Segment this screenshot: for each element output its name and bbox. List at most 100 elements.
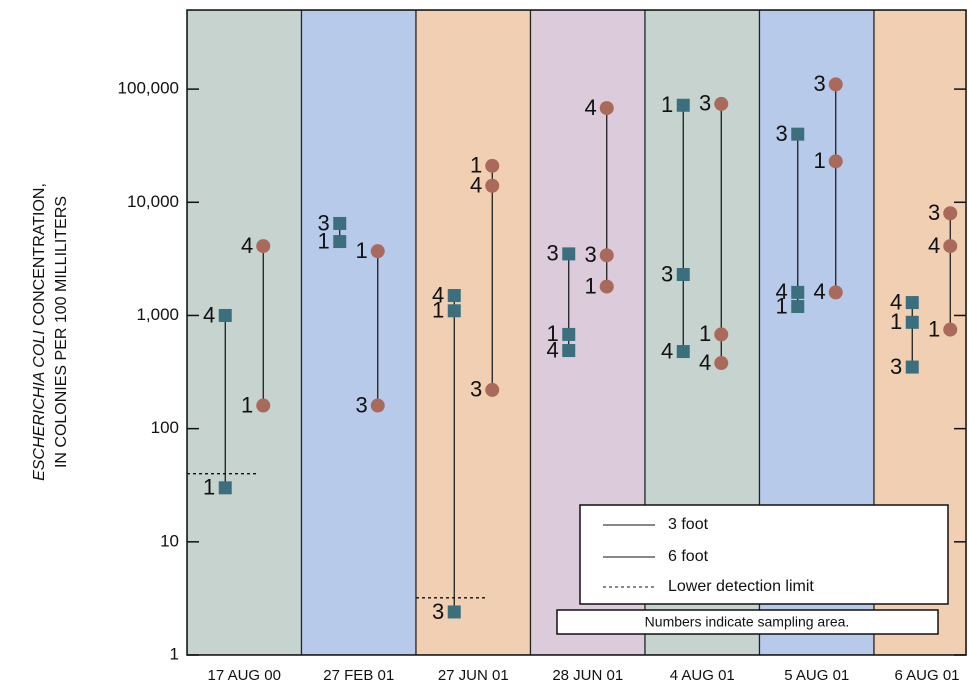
area-label: 4 — [890, 289, 902, 314]
area-label: 3 — [356, 392, 368, 417]
marker — [485, 382, 500, 397]
y-axis-label: ESCHERICHIA COLI CONCENTRATION, — [31, 183, 48, 481]
marker — [256, 239, 271, 254]
marker — [791, 300, 805, 314]
area-label: 4 — [814, 279, 826, 304]
marker — [905, 296, 919, 310]
legend-label: Lower detection limit — [668, 578, 814, 595]
area-label: 3 — [928, 200, 940, 225]
area-label: 3 — [318, 210, 330, 235]
marker — [676, 345, 690, 359]
area-label: 1 — [928, 316, 940, 341]
note: Numbers indicate sampling area. — [645, 614, 850, 630]
marker — [676, 268, 690, 282]
area-label: 1 — [241, 392, 253, 417]
marker — [599, 101, 614, 116]
area-label: 3 — [547, 241, 559, 266]
marker — [256, 398, 271, 413]
y-tick-label: 10,000 — [127, 192, 179, 211]
marker — [714, 356, 729, 371]
y-tick-label: 10 — [160, 531, 179, 550]
marker — [333, 235, 347, 249]
marker — [370, 244, 385, 259]
x-tick-label: 5 AUG 01 — [784, 667, 849, 684]
x-tick-label: 6 AUG 01 — [894, 667, 959, 684]
marker — [714, 327, 729, 342]
area-label: 4 — [203, 302, 215, 327]
area-label: 1 — [814, 148, 826, 173]
marker — [218, 481, 232, 495]
marker — [485, 178, 500, 193]
marker — [599, 279, 614, 294]
band — [300, 10, 417, 655]
area-label: 3 — [661, 261, 673, 286]
marker — [562, 327, 576, 341]
y-tick-label: 1,000 — [136, 305, 179, 324]
area-label: 1 — [890, 309, 902, 334]
marker — [828, 154, 843, 169]
note-box — [556, 609, 939, 635]
area-label: 4 — [699, 350, 711, 375]
marker — [714, 96, 729, 111]
marker — [943, 206, 958, 221]
area-label: 4 — [547, 337, 559, 362]
area-label: 1 — [661, 92, 673, 117]
x-tick-label: 28 JUN 01 — [552, 667, 623, 684]
area-label: 1 — [470, 153, 482, 178]
marker — [905, 360, 919, 374]
area-label: 3 — [814, 71, 826, 96]
marker — [791, 127, 805, 141]
y-label-italic: ESCHERICHIA COLI — [31, 330, 48, 481]
marker — [218, 308, 232, 322]
area-label: 1 — [318, 228, 330, 253]
area-label: 1 — [776, 293, 788, 318]
area-label: 3 — [776, 121, 788, 146]
marker — [370, 398, 385, 413]
area-label: 3 — [699, 91, 711, 116]
x-tick-label: 4 AUG 01 — [670, 667, 735, 684]
y-tick-label: 100,000 — [118, 79, 179, 98]
x-tick-label: 27 FEB 01 — [323, 667, 394, 684]
legend: 3 foot 6 foot Lower detection limit Numb… — [556, 504, 949, 635]
marker — [828, 77, 843, 92]
plot-frame — [186, 9, 967, 656]
area-label: 1 — [203, 475, 215, 500]
y-tick-label: 1 — [170, 644, 179, 663]
area-label: 1 — [432, 298, 444, 323]
marker — [791, 285, 805, 299]
marker — [447, 605, 461, 619]
marker — [447, 304, 461, 318]
area-label: 1 — [585, 273, 597, 298]
marker — [562, 247, 576, 261]
marker — [485, 158, 500, 173]
legend-label: 6 foot — [668, 548, 709, 565]
marker — [905, 315, 919, 329]
marker — [943, 239, 958, 254]
y-axis-label-2: IN COLONIES PER 100 MILLILITERS — [53, 196, 70, 468]
band — [187, 10, 303, 655]
marker — [599, 248, 614, 263]
area-label: 4 — [928, 233, 940, 258]
x-tick-label: 17 AUG 00 — [208, 667, 281, 684]
marker — [676, 98, 690, 112]
area-label: 4 — [661, 338, 673, 363]
marker — [562, 344, 576, 358]
x-tick-label: 27 JUN 01 — [438, 667, 509, 684]
area-label: 3 — [470, 377, 482, 402]
marker — [828, 285, 843, 300]
area-label: 3 — [432, 599, 444, 624]
band — [415, 10, 532, 655]
area-label: 4 — [432, 282, 444, 307]
area-label: 3 — [585, 242, 597, 267]
marker — [333, 216, 347, 230]
area-label: 4 — [241, 233, 253, 258]
y-tick-label: 100 — [151, 418, 179, 437]
area-label: 4 — [585, 95, 597, 120]
area-label: 3 — [890, 354, 902, 379]
area-label: 4 — [776, 279, 788, 304]
area-label: 4 — [470, 173, 482, 198]
marker — [447, 289, 461, 303]
area-label: 1 — [356, 238, 368, 263]
